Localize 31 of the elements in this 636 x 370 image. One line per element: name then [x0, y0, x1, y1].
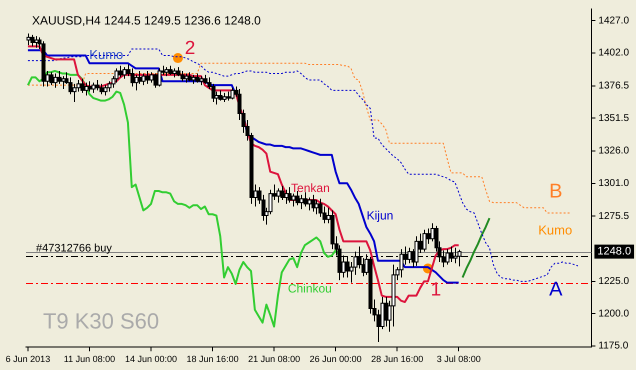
y-tick-label: 1175.0	[598, 340, 629, 352]
x-tick-label: 28 Jun 16:00	[371, 354, 424, 364]
x-tick-label: 26 Jun 00:00	[310, 354, 362, 364]
x-tick-label: 18 Jun 16:00	[186, 354, 239, 364]
series-label: B	[549, 180, 562, 202]
y-tick-label: 1301.0	[598, 178, 630, 190]
series-label: Kijun	[366, 208, 394, 223]
x-tick-label: 14 Jun 00:00	[124, 354, 178, 364]
series-label: A	[549, 278, 564, 301]
annotation: T9 K30 S60	[42, 308, 160, 334]
y-tick-label: 1376.5	[598, 80, 630, 92]
annotation: 2	[184, 38, 196, 60]
y-tick-label: 1427.0	[598, 15, 630, 26]
y-tick-label: 1200.0	[598, 308, 630, 320]
series-label: Tenkan	[291, 181, 330, 196]
annotation: Kumo	[89, 46, 124, 62]
ref-line-label: #47312766 buy	[36, 242, 112, 255]
y-tick-label: 1326.0	[598, 146, 630, 157]
y-tick-label: 1402.0	[598, 48, 630, 59]
x-tick-label: 3 Jul 08:00	[436, 354, 481, 364]
annotation: 1	[430, 280, 442, 301]
ref-line-label: 1248.0	[597, 246, 632, 258]
annotation: Kumo	[538, 222, 572, 238]
y-tick-label: 1225.0	[598, 276, 630, 288]
y-tick-label: 1351.5	[598, 112, 630, 124]
x-tick-label: 6 Jun 2013	[6, 354, 50, 364]
y-tick-label: 1275.5	[598, 210, 630, 222]
x-tick-label: 21 Jun 08:00	[248, 354, 300, 364]
series-label: Chinkou	[288, 281, 332, 296]
chart-title: XAUUSD,H4 1244.5 1249.5 1236.6 1248.0	[32, 13, 262, 28]
x-tick-label: 11 Jun 08:00	[64, 354, 116, 364]
